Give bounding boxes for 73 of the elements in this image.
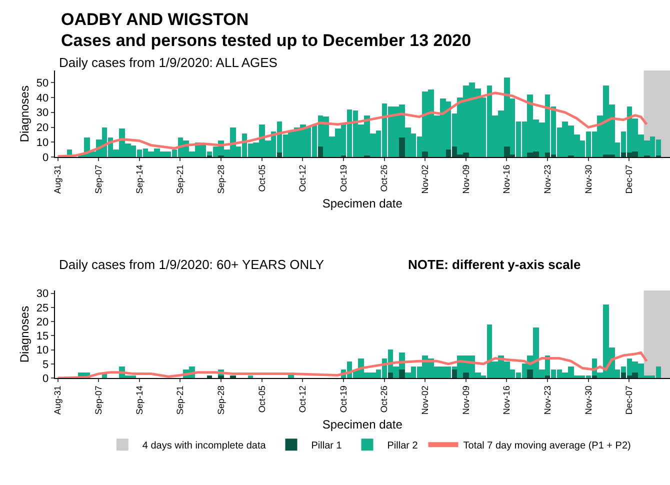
- bar: [544, 375, 550, 378]
- bar: [218, 375, 224, 378]
- bar: [206, 375, 212, 378]
- x-axis-title: Specimen date: [322, 418, 403, 432]
- chart-title: Daily cases from 1/9/2020: 60+ YEARS ONLY: [59, 257, 324, 272]
- x-tick-label: Dec-07: [624, 164, 634, 194]
- legend-label: Total 7 day moving average (P1 + P2): [463, 440, 631, 452]
- y-axis-title: Diagnoses: [18, 86, 32, 142]
- bar: [230, 375, 236, 378]
- y-tick-label: 15: [36, 330, 49, 343]
- legend-label: 4 days with incomplete data: [142, 440, 266, 452]
- y-tick-label: 0: [42, 152, 49, 164]
- x-tick-label: Nov-09: [460, 164, 471, 194]
- x-tick-label: Oct-12: [298, 164, 308, 192]
- bar: [422, 152, 428, 158]
- y-tick-label: 20: [36, 122, 49, 134]
- bar: [318, 146, 323, 158]
- line-series: [56, 351, 648, 378]
- bar: [398, 369, 405, 378]
- x-tick-label: Sep-14: [134, 164, 144, 194]
- x-tick-label: Nov-23: [542, 386, 552, 415]
- x-tick-label: Nov-30: [583, 386, 594, 415]
- x-tick-label: Dec-07: [624, 386, 634, 415]
- x-tick-label: Oct-12: [298, 386, 308, 413]
- text: NOTE: different y-axis scale: [408, 257, 581, 272]
- x-tick-label: Sep-28: [216, 164, 226, 194]
- y-tick-label: 30: [36, 107, 49, 120]
- bar: [462, 372, 469, 378]
- x-tick-label: Oct-26: [379, 164, 390, 192]
- y-axis-title: Diagnoses: [18, 306, 32, 363]
- y-tick-label: 40: [36, 92, 49, 104]
- legend-label: Pillar 2: [387, 440, 418, 452]
- x-tick-label: Sep-21: [175, 386, 186, 415]
- x-tick-label: Nov-30: [583, 164, 594, 194]
- y-tick-label: 50: [36, 77, 49, 90]
- x-tick-label: Oct-05: [256, 386, 267, 413]
- x-tick-label: Oct-05: [256, 164, 267, 192]
- x-tick-label: Sep-07: [93, 164, 104, 194]
- y-tick-label: 30: [36, 288, 49, 300]
- y-tick-label: 5: [42, 358, 49, 371]
- x-tick-label: Nov-09: [460, 386, 471, 415]
- bar: [592, 375, 597, 378]
- x-tick-label: Aug-31: [52, 164, 63, 194]
- bar: [248, 375, 253, 378]
- y-tick-label: 10: [36, 344, 49, 357]
- x-tick-label: Sep-14: [134, 386, 144, 415]
- x-tick-label: Nov-16: [502, 386, 512, 415]
- chart-subtitle: Cases and persons tested up to December 13 2020: [61, 31, 472, 50]
- x-tick-label: Oct-26: [379, 386, 390, 413]
- y-tick-label: 20: [36, 316, 49, 328]
- x-tick-label: Nov-16: [502, 164, 512, 194]
- x-tick-label: Nov-02: [420, 386, 430, 415]
- y-tick-label: 0: [42, 372, 49, 385]
- line-series: [56, 92, 648, 158]
- x-tick-label: Oct-19: [338, 164, 348, 192]
- chart-title: OADBY AND WIGSTON: [61, 10, 249, 29]
- x-tick-label: Nov-02: [420, 164, 430, 194]
- x-tick-label: Sep-28: [216, 386, 226, 415]
- x-tick-label: Nov-23: [542, 164, 552, 194]
- x-tick-label: Oct-19: [338, 386, 348, 413]
- x-axis-title: Specimen date: [322, 196, 403, 211]
- y-tick-label: 10: [36, 137, 49, 150]
- text: Daily cases from 1/9/2020: ALL AGES: [59, 55, 278, 70]
- bar: [276, 152, 282, 158]
- x-tick-label: Sep-07: [93, 386, 104, 415]
- x-tick-label: Sep-21: [175, 164, 186, 194]
- bar: [526, 369, 533, 378]
- x-tick-label: Aug-31: [52, 386, 63, 415]
- legend-label: Pillar 1: [311, 440, 342, 452]
- bar: [452, 369, 457, 378]
- y-tick-label: 25: [36, 302, 49, 314]
- bar: [398, 138, 405, 158]
- bar: [388, 372, 393, 378]
